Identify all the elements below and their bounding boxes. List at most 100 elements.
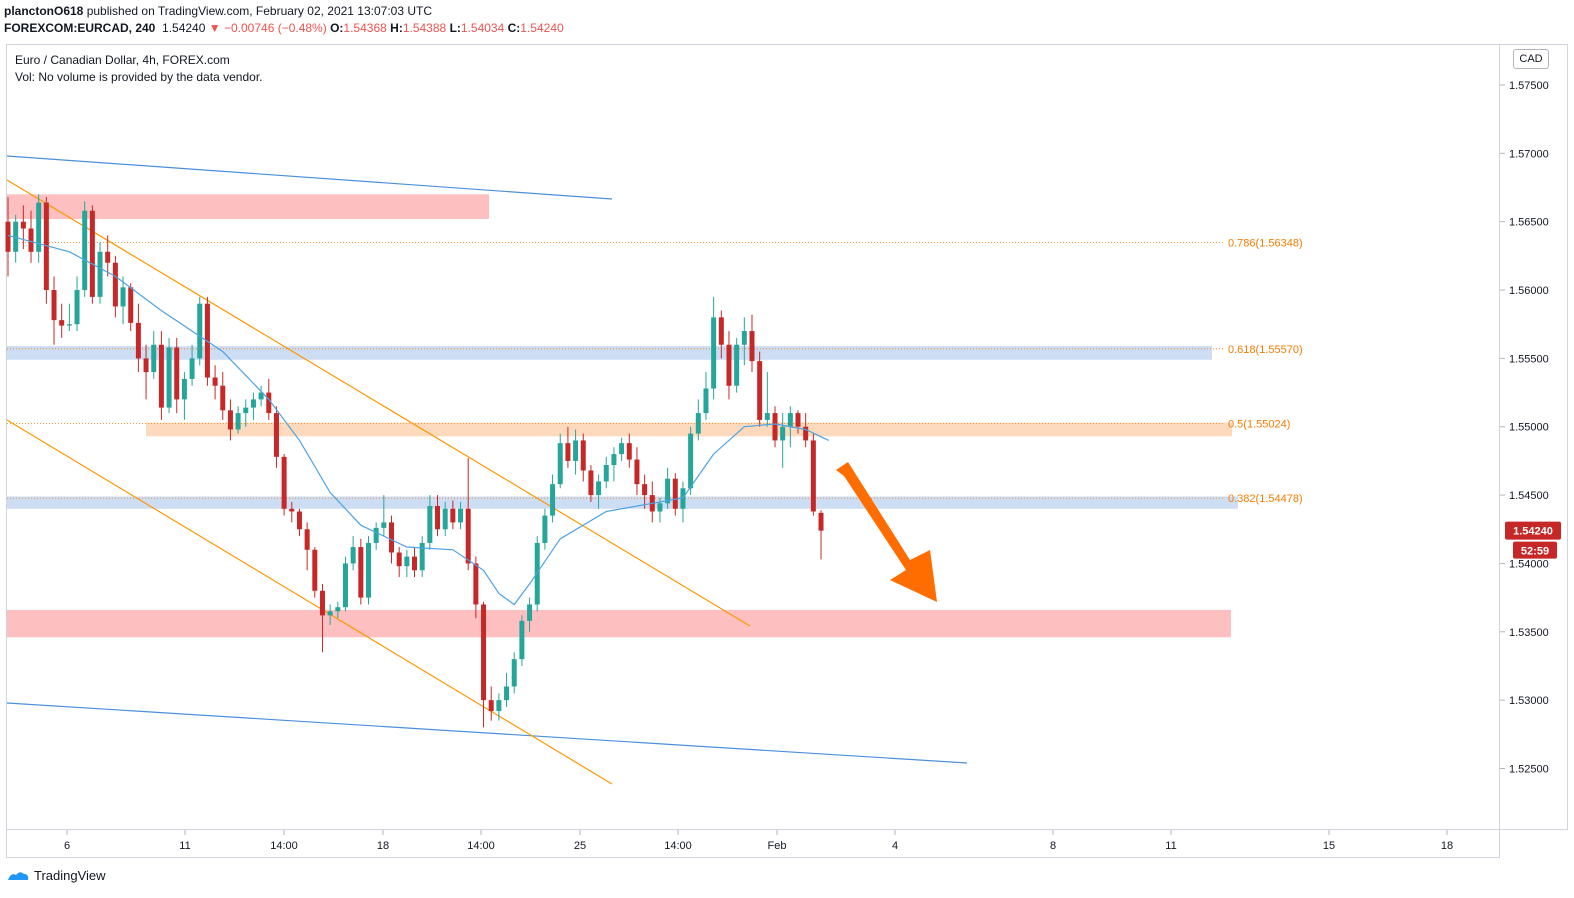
chart-legend-title: Euro / Canadian Dollar, 4h, FOREX.com <box>15 53 230 67</box>
down-arrow-icon <box>836 462 937 602</box>
moving-average-line <box>7 234 829 606</box>
publish-info: planctonO618 published on TradingView.co… <box>4 4 432 18</box>
candle-body <box>764 413 770 420</box>
time-axis[interactable] <box>6 830 1500 858</box>
candle-body <box>772 413 778 441</box>
candle-body <box>51 290 57 321</box>
candle-body <box>166 347 172 408</box>
publish-date: published on TradingView.com, February 0… <box>83 4 433 18</box>
candle-body <box>726 344 732 386</box>
y-tick-label: 1.57000 <box>1509 148 1549 160</box>
candle-body <box>519 620 525 660</box>
candle-body <box>557 443 563 485</box>
candle-body <box>235 413 241 430</box>
candle-body <box>619 443 625 455</box>
candle-body <box>810 440 816 512</box>
candle-body <box>74 290 80 325</box>
candle-body <box>20 221 26 229</box>
x-tick-label: 14:00 <box>467 840 495 852</box>
fib-level-label: 0.382(1.54478) <box>1228 493 1303 505</box>
candle-body <box>327 611 333 616</box>
candle-body <box>412 556 418 571</box>
candle-body <box>350 547 356 564</box>
candle-body <box>626 443 632 460</box>
candle-body <box>481 604 487 701</box>
candle-body <box>419 542 425 571</box>
last-price-text: 1.54240 <box>1513 526 1553 538</box>
author-name[interactable]: planctonO618 <box>4 4 84 18</box>
candle-body <box>97 251 103 297</box>
open-label: O: <box>330 21 344 35</box>
candle-body <box>289 508 295 512</box>
candle-body <box>573 440 579 461</box>
candle-body <box>135 322 141 359</box>
candle-body <box>396 552 402 567</box>
candle-body <box>381 522 387 528</box>
currency-button[interactable]: CAD <box>1513 49 1549 69</box>
x-tick-label: 6 <box>64 840 70 852</box>
candle-body <box>488 700 494 712</box>
candle-body <box>36 202 42 252</box>
candle-body <box>220 385 226 411</box>
candle-body <box>718 317 724 345</box>
x-tick-label: Feb <box>768 840 787 852</box>
candle-body <box>13 221 19 252</box>
candle-body <box>596 481 602 496</box>
chart-legend-volume: Vol: No volume is provided by the data v… <box>15 70 263 84</box>
candle-body <box>174 347 180 400</box>
x-tick-label: 11 <box>1165 840 1176 852</box>
footer-brand: TradingView <box>34 868 106 883</box>
candle-body <box>465 508 471 564</box>
candle-body <box>250 399 256 408</box>
x-tick-label: 18 <box>377 840 389 852</box>
candle-body <box>780 426 786 441</box>
last-price-tag <box>1505 521 1561 540</box>
price-axis[interactable] <box>1500 44 1568 830</box>
candle-body <box>128 287 134 323</box>
candle-body <box>527 604 533 621</box>
candle-body <box>189 358 195 379</box>
candle-body <box>258 392 264 400</box>
candle-body <box>5 221 11 252</box>
candle-body <box>642 484 648 496</box>
candle-body <box>427 506 433 543</box>
candle-body <box>711 317 717 389</box>
candle-body <box>703 388 709 414</box>
candle-body <box>565 443 571 461</box>
candle-body <box>319 590 325 616</box>
candle-body <box>496 700 502 712</box>
symbol-label: FOREXCOM:EURCAD, 240 <box>4 21 156 35</box>
y-tick-label: 1.55500 <box>1509 353 1549 365</box>
candle-body <box>787 413 793 427</box>
candle-body <box>757 361 763 420</box>
candle-body <box>473 563 479 605</box>
y-tick-label: 1.52500 <box>1509 763 1549 775</box>
candle-body <box>504 686 510 701</box>
candle-body <box>143 358 149 373</box>
candle-body <box>158 344 164 408</box>
candle-body <box>112 262 118 307</box>
zone-fib-0.618 <box>7 346 1212 360</box>
candle-body <box>281 456 287 509</box>
price-change: ▼ −0.00746 (−0.48%) <box>208 21 327 35</box>
y-tick-label: 1.54500 <box>1509 490 1549 502</box>
chart-area[interactable] <box>6 44 1500 830</box>
footer: TradingView <box>6 868 106 883</box>
candle-body <box>611 454 617 466</box>
candle-body <box>120 287 126 307</box>
candle-body <box>588 470 594 496</box>
candle-body <box>66 324 72 326</box>
candle-body <box>212 377 218 386</box>
countdown-tag <box>1513 541 1557 559</box>
zone-resistance <box>7 194 489 219</box>
candle-body <box>304 529 310 550</box>
x-tick-label: 11 <box>179 840 190 852</box>
channel-upper-orange <box>6 179 751 627</box>
candle-body <box>105 251 111 263</box>
close-value: 1.54240 <box>520 21 564 35</box>
candle-body <box>741 331 747 345</box>
candle-body <box>550 484 556 516</box>
low-label: L: <box>449 21 461 35</box>
candle-body <box>695 413 701 434</box>
channel-lower-orange <box>6 419 613 785</box>
